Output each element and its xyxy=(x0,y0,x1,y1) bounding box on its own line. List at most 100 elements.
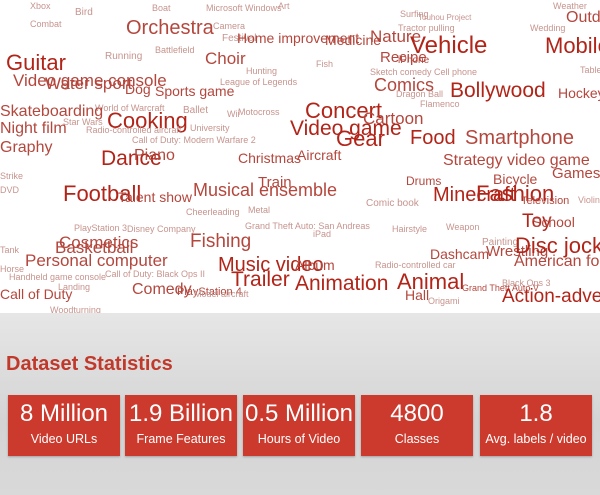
cloud-word: Hockey xyxy=(558,85,600,101)
cloud-word: Surfing xyxy=(400,9,429,19)
cloud-word: Flamenco xyxy=(420,99,460,109)
cloud-word: Cosmetics xyxy=(59,233,139,252)
cloud-word: Metal xyxy=(248,205,271,215)
cloud-word: Bicycle xyxy=(493,171,538,187)
cloud-word: Musical ensemble xyxy=(193,180,338,200)
label-word-cloud: Xbox Bird Boat Microsoft Windows Art Surfing T… xyxy=(0,0,600,313)
cloud-word: Fish xyxy=(316,59,334,69)
cloud-word: DVD xyxy=(0,185,20,195)
cloud-word: Battlefield xyxy=(155,45,195,55)
cloud-word: Dog xyxy=(125,81,151,97)
cloud-word: Football xyxy=(63,181,142,206)
cloud-word: Landing xyxy=(58,282,91,292)
cloud-word: Hairstyle xyxy=(392,224,428,234)
cloud-word: Star Wars xyxy=(63,117,103,127)
cloud-word: Dashcam xyxy=(430,246,490,262)
cloud-word: Grand Theft Auto: San Andreas xyxy=(245,221,370,231)
cloud-word: Origami xyxy=(428,296,460,306)
cloud-word: Woodturning xyxy=(50,305,101,314)
cloud-word: Wedding xyxy=(530,23,566,33)
cloud-word: Medicine xyxy=(325,32,382,48)
cloud-word: Cell phone xyxy=(434,67,478,77)
cloud-word: Animation xyxy=(295,272,389,295)
stat-value: 1.8 xyxy=(519,400,553,427)
cloud-word: Call of Duty: Modern Warfare 2 xyxy=(132,135,256,145)
cloud-word: Fishing xyxy=(190,231,252,252)
cloud-word: Hall xyxy=(405,287,430,303)
cloud-word: League of Legends xyxy=(220,77,298,87)
cloud-word: Home improvement xyxy=(237,30,360,46)
cloud-word: Games xyxy=(552,165,600,182)
cloud-word: Vehicle xyxy=(410,32,488,59)
cloud-word: iPhone xyxy=(398,55,430,66)
cloud-word: Cheerleading xyxy=(186,207,240,217)
cloud-word: Xbox xyxy=(30,1,51,11)
cloud-word: Orchestra xyxy=(126,17,214,39)
cloud-word: Model aircraft xyxy=(194,289,249,299)
stat-value: 1.9 Billion xyxy=(128,400,234,427)
dataset-statistics-panel: Dataset Statistics 8 Million Video URLs … xyxy=(0,313,600,495)
cloud-word: Comics xyxy=(374,75,435,95)
stat-card-hours-of-video: 0.5 Million Hours of Video xyxy=(243,395,355,456)
stat-card-avg-labels: 1.8 Avg. labels / video xyxy=(480,395,592,456)
stat-label: Video URLs xyxy=(30,432,98,447)
cloud-word: Handheld game console xyxy=(9,272,107,282)
stat-value: 4800 xyxy=(390,400,444,427)
cloud-word: Graphy xyxy=(0,139,53,156)
cloud-word: University xyxy=(190,123,230,133)
cloud-word: Painting xyxy=(482,237,519,248)
cloud-word: Video game console xyxy=(13,71,167,90)
cloud-word: Motocross xyxy=(238,107,280,117)
cloud-word: Horse xyxy=(0,264,25,274)
cloud-word: Touhou Project xyxy=(418,13,472,22)
cloud-word: Disney Company xyxy=(127,224,196,234)
cloud-word: Grand Theft Auto V xyxy=(462,283,539,293)
cloud-word: Album xyxy=(295,257,335,273)
cloud-word: Toy xyxy=(522,211,552,232)
cloud-word: Food xyxy=(410,127,456,149)
cloud-word: Drums xyxy=(406,174,442,188)
cloud-word: Cartoon xyxy=(363,109,424,128)
cloud-word: Choir xyxy=(205,49,246,68)
cloud-word: Smartphone xyxy=(465,127,574,149)
cloud-word: Sports game xyxy=(155,83,235,99)
stat-card-classes: 4800 Classes xyxy=(361,395,473,456)
cloud-word: Skateboarding xyxy=(0,103,104,120)
cloud-word: Radio-controlled car xyxy=(375,260,456,270)
cloud-word: Recipe xyxy=(380,49,427,66)
cloud-word: School xyxy=(532,214,575,230)
cloud-word: Ballet xyxy=(183,105,209,116)
cloud-word: Fashion xyxy=(476,181,555,206)
stat-label: Hours of Video xyxy=(257,432,341,447)
cloud-word: Comic book xyxy=(366,198,419,209)
cloud-word: American football xyxy=(514,253,600,270)
cloud-word: Outdo xyxy=(566,9,600,26)
cloud-word: Combat xyxy=(30,19,62,29)
cloud-word: Wrestling xyxy=(486,243,549,260)
cloud-word: Bird xyxy=(75,7,93,18)
cloud-word: Minecraft xyxy=(433,184,516,206)
cloud-word: Microsoft Windows xyxy=(206,3,282,13)
cloud-word: Gear xyxy=(336,126,385,151)
cloud-word: Water sport xyxy=(45,74,133,93)
cloud-word: Christmas xyxy=(238,150,302,166)
cloud-word: Art xyxy=(278,1,290,11)
cloud-word: Weather xyxy=(553,1,587,11)
cloud-word: Talent show xyxy=(118,189,192,205)
cloud-word: Nature xyxy=(370,27,422,46)
stat-card-frame-features: 1.9 Billion Frame Features xyxy=(125,395,237,456)
cloud-word: Sketch comedy xyxy=(370,67,432,77)
section-title: Dataset Statistics xyxy=(6,353,173,375)
cloud-word: Television xyxy=(521,195,570,207)
cloud-word: PlayStation 4 xyxy=(177,286,242,298)
cloud-word: Hunting xyxy=(246,66,278,76)
cloud-word: Black Ops 3 xyxy=(502,278,551,288)
cloud-word: Guitar xyxy=(6,50,66,75)
cloud-word: Wii xyxy=(227,109,240,119)
stat-label: Frame Features xyxy=(136,432,226,447)
cloud-word: Train xyxy=(258,174,292,191)
cloud-word: Tank xyxy=(0,245,20,255)
cloud-word: Animal xyxy=(397,269,465,294)
cloud-word: Music video xyxy=(218,254,324,276)
cloud-word: Camera xyxy=(213,21,246,31)
